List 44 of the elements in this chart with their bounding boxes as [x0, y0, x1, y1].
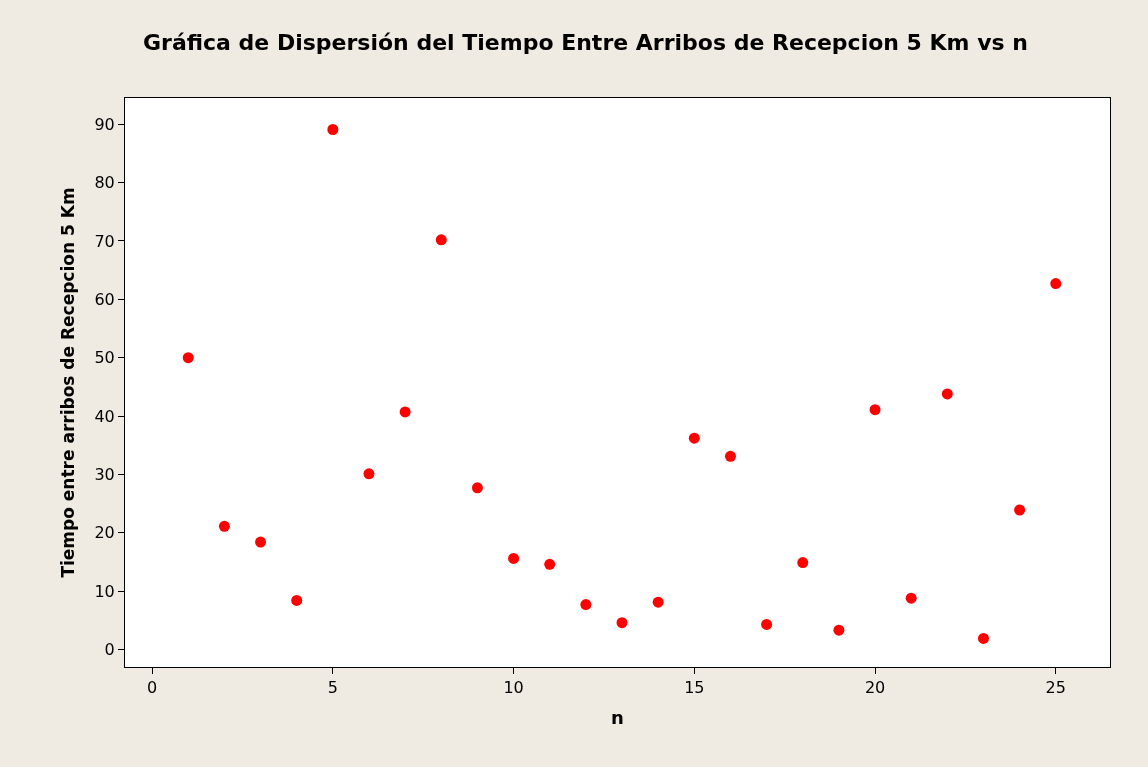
- point: [544, 558, 556, 570]
- y-tick-label: 20: [94, 523, 115, 543]
- point: [616, 617, 628, 629]
- point: [399, 406, 411, 418]
- x-axis-title: n: [611, 707, 624, 729]
- y-tick-label: 30: [94, 465, 115, 485]
- point: [435, 234, 447, 246]
- x-tick-label: 5: [327, 678, 338, 698]
- y-axis-title: Tiempo entre arribos de Recepcion 5 Km: [57, 187, 78, 578]
- y-tick-label: 70: [94, 231, 115, 251]
- point: [724, 450, 736, 462]
- point: [652, 596, 664, 608]
- point: [797, 557, 809, 569]
- point: [218, 520, 230, 532]
- y-tick-label: 10: [94, 581, 115, 601]
- point: [761, 618, 773, 630]
- y-tick-label: 0: [104, 640, 115, 660]
- point: [182, 352, 194, 364]
- x-tick-label: 25: [1045, 678, 1066, 698]
- point: [833, 624, 845, 636]
- chart-title: Gráfica de Dispersión del Tiempo Entre Arribos de Recepcion 5 Km vs n: [142, 29, 1028, 55]
- point: [291, 594, 303, 606]
- y-tick-label: 80: [94, 173, 115, 193]
- y-tick-label: 50: [94, 348, 115, 368]
- point: [580, 599, 592, 611]
- point: [1014, 504, 1026, 516]
- point: [363, 468, 375, 480]
- point: [977, 632, 989, 644]
- point: [688, 432, 700, 444]
- y-tick-label: 60: [94, 289, 115, 309]
- x-tick-label: 0: [147, 678, 158, 698]
- point: [327, 124, 339, 136]
- x-tick-label: 10: [503, 678, 524, 698]
- point: [1050, 278, 1062, 290]
- y-tick-label: 40: [94, 406, 115, 426]
- y-tick-label: 90: [94, 114, 115, 134]
- point: [255, 536, 267, 548]
- point: [905, 592, 917, 604]
- point: [471, 482, 483, 494]
- x-tick-label: 15: [684, 678, 705, 698]
- x-tick-label: 20: [864, 678, 886, 698]
- point: [941, 388, 953, 400]
- point: [869, 404, 881, 416]
- point: [508, 552, 520, 564]
